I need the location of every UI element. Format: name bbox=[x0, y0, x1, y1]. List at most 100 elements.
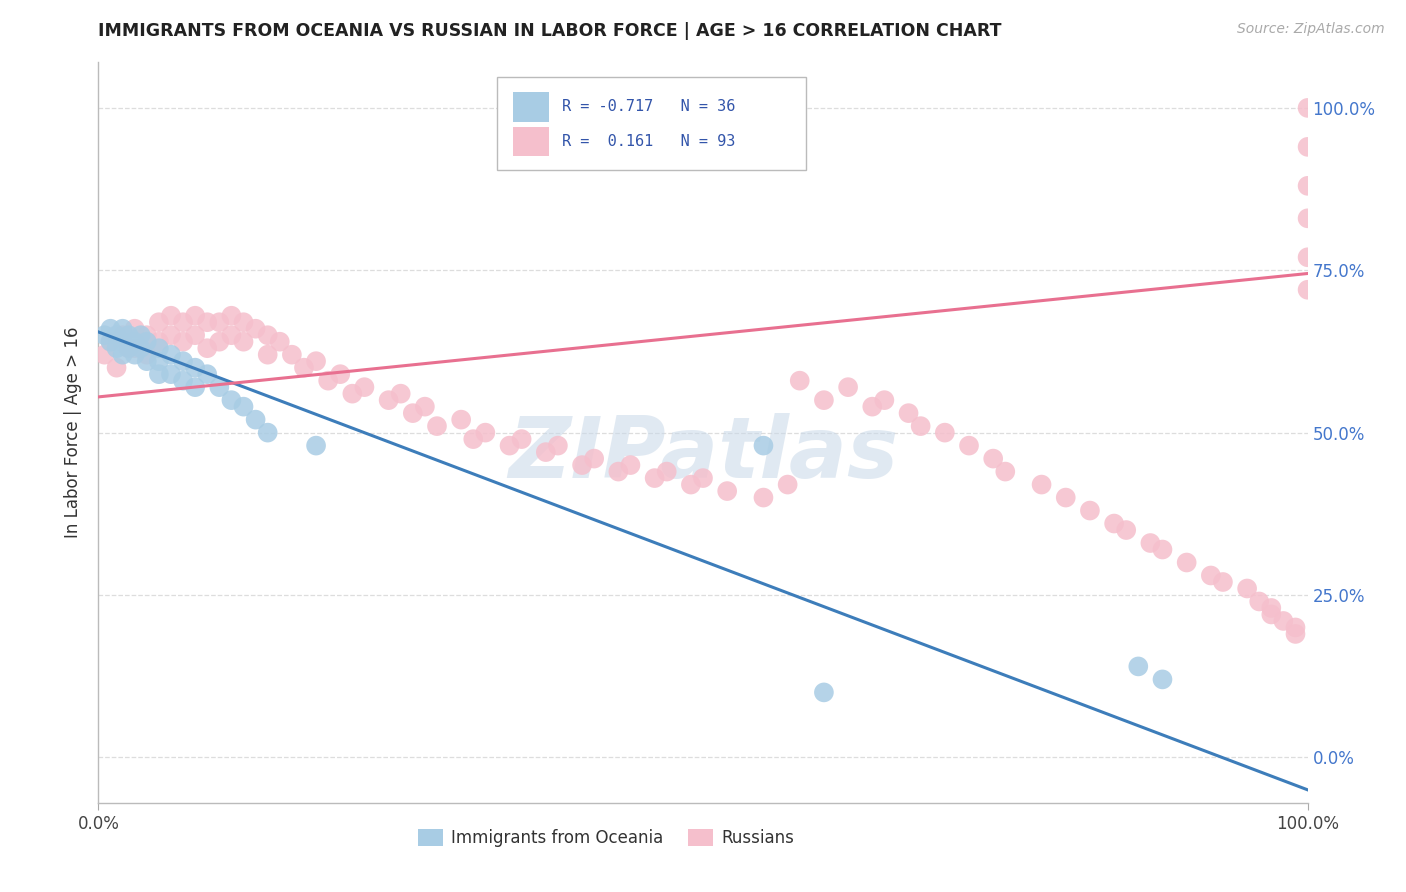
Point bbox=[897, 406, 920, 420]
Point bbox=[1128, 659, 1150, 673]
Point bbox=[329, 367, 352, 381]
Point bbox=[1078, 503, 1101, 517]
Point bbox=[752, 439, 775, 453]
Point bbox=[256, 328, 278, 343]
Point bbox=[1260, 601, 1282, 615]
Point bbox=[571, 458, 593, 472]
Point bbox=[1284, 620, 1306, 634]
Point bbox=[910, 419, 932, 434]
Point bbox=[292, 360, 315, 375]
Point bbox=[353, 380, 375, 394]
Point bbox=[148, 334, 170, 349]
Point bbox=[789, 374, 811, 388]
Point bbox=[184, 380, 207, 394]
Point bbox=[135, 348, 157, 362]
Point bbox=[389, 386, 412, 401]
Point bbox=[172, 374, 194, 388]
Point bbox=[860, 400, 883, 414]
Point bbox=[716, 484, 738, 499]
FancyBboxPatch shape bbox=[513, 92, 550, 121]
Point bbox=[208, 334, 231, 349]
Point bbox=[245, 322, 267, 336]
Point bbox=[118, 328, 141, 343]
Point bbox=[450, 412, 472, 426]
Text: ZIPatlas: ZIPatlas bbox=[508, 413, 898, 496]
Point bbox=[148, 354, 170, 368]
Point bbox=[129, 328, 152, 343]
Point bbox=[195, 341, 218, 355]
Point bbox=[1102, 516, 1125, 531]
Point bbox=[148, 367, 170, 381]
Point bbox=[195, 367, 218, 381]
Point bbox=[463, 432, 485, 446]
Point bbox=[994, 465, 1017, 479]
Point bbox=[1296, 140, 1319, 154]
Point bbox=[111, 328, 134, 343]
Point bbox=[692, 471, 714, 485]
Point bbox=[124, 334, 146, 349]
Point bbox=[1031, 477, 1053, 491]
Text: R = -0.717   N = 36: R = -0.717 N = 36 bbox=[561, 99, 735, 114]
Point bbox=[124, 322, 146, 336]
Point bbox=[105, 360, 128, 375]
Point bbox=[221, 328, 243, 343]
Point bbox=[160, 309, 183, 323]
Point bbox=[232, 400, 254, 414]
Point bbox=[1296, 250, 1319, 264]
Point bbox=[1296, 178, 1319, 193]
Point bbox=[148, 341, 170, 355]
Point bbox=[1212, 574, 1234, 589]
Point bbox=[873, 393, 896, 408]
Point bbox=[232, 334, 254, 349]
Point bbox=[118, 341, 141, 355]
Point bbox=[256, 425, 278, 440]
Point bbox=[1296, 283, 1319, 297]
Point bbox=[245, 412, 267, 426]
Point bbox=[1175, 556, 1198, 570]
Point bbox=[135, 354, 157, 368]
Legend: Immigrants from Oceania, Russians: Immigrants from Oceania, Russians bbox=[411, 822, 801, 854]
Point bbox=[547, 439, 569, 453]
Point bbox=[498, 439, 520, 453]
Point bbox=[619, 458, 641, 472]
Point bbox=[105, 341, 128, 355]
Point bbox=[305, 439, 328, 453]
Point bbox=[934, 425, 956, 440]
Point bbox=[981, 451, 1004, 466]
Point bbox=[1054, 491, 1077, 505]
Point bbox=[135, 328, 157, 343]
Point bbox=[195, 315, 218, 329]
Point bbox=[1152, 542, 1174, 557]
Point bbox=[221, 393, 243, 408]
Point bbox=[776, 477, 799, 491]
Point bbox=[172, 315, 194, 329]
Text: Source: ZipAtlas.com: Source: ZipAtlas.com bbox=[1237, 22, 1385, 37]
Point bbox=[124, 341, 146, 355]
Point bbox=[413, 400, 436, 414]
Point bbox=[644, 471, 666, 485]
Point bbox=[1284, 627, 1306, 641]
Point bbox=[160, 367, 183, 381]
Point bbox=[269, 334, 291, 349]
Point bbox=[281, 348, 304, 362]
Point bbox=[1249, 594, 1271, 608]
Point bbox=[148, 315, 170, 329]
Point bbox=[607, 465, 630, 479]
Point bbox=[1115, 523, 1137, 537]
Point bbox=[129, 341, 152, 355]
Point bbox=[208, 315, 231, 329]
Point bbox=[135, 334, 157, 349]
Point bbox=[377, 393, 399, 408]
Point bbox=[208, 380, 231, 394]
Point bbox=[1296, 211, 1319, 226]
Point bbox=[160, 328, 183, 343]
Point bbox=[342, 386, 364, 401]
Text: IMMIGRANTS FROM OCEANIA VS RUSSIAN IN LABOR FORCE | AGE > 16 CORRELATION CHART: IMMIGRANTS FROM OCEANIA VS RUSSIAN IN LA… bbox=[98, 22, 1002, 40]
Point bbox=[111, 348, 134, 362]
Point bbox=[752, 491, 775, 505]
Point bbox=[655, 465, 678, 479]
Point bbox=[583, 451, 606, 466]
Point bbox=[813, 393, 835, 408]
Point bbox=[100, 334, 122, 349]
Point bbox=[1199, 568, 1222, 582]
